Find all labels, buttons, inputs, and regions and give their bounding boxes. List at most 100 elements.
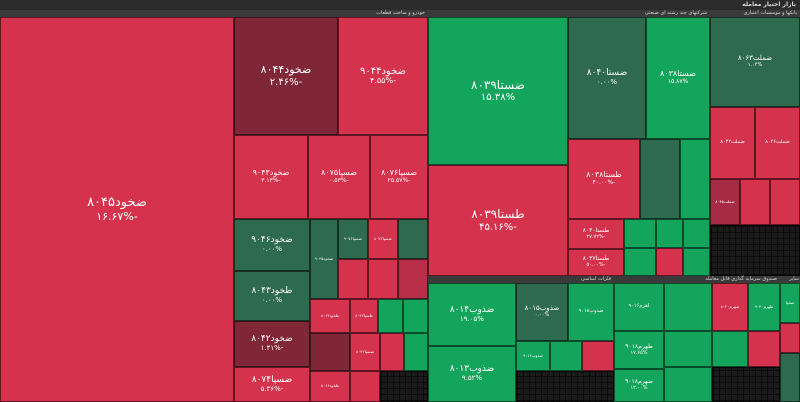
tile-percent: ۱۵.۸۷% <box>667 78 689 86</box>
tile-cluster[interactable] <box>516 371 614 402</box>
tile-name: طستا۸۰۳۷ <box>582 255 610 263</box>
tile-small[interactable] <box>664 367 712 402</box>
tile-zkhod8045[interactable]: ضخود۸۰۴۵ -۱۶.۶۷% <box>0 17 234 402</box>
tile-small[interactable]: اهرم۹۰۱۶ <box>614 283 664 331</box>
tile-zsata8038[interactable]: ضستا۸۰۳۸ ۱۵.۸۷% <box>646 17 710 139</box>
tile-zazb8013[interactable]: ضذوب۸۰۱۳ ۹.۵۲% <box>428 346 516 402</box>
tile-small[interactable] <box>582 341 614 371</box>
tile-name: ضذوب۹۰۱۸ <box>578 308 604 315</box>
tile-small[interactable] <box>656 219 683 248</box>
tile-small[interactable] <box>624 219 656 248</box>
tile-zazb8015[interactable]: ضذوب۸۰۱۵ ۰.۰۰% <box>516 283 568 341</box>
section-header: صندوق سرمایه گذاری قابل معامله <box>614 276 780 283</box>
tile-zazb9018[interactable]: ضذوب۹۰۱۸ <box>568 283 614 341</box>
section-funds: صندوق سرمایه گذاری قابل معامله اهرم۹۰۱۶ … <box>614 276 780 402</box>
tile-small[interactable] <box>740 179 770 225</box>
tile-name: ضملت۸۰۴۲ <box>720 139 745 146</box>
tile-small[interactable]: ضسپا۸۰۴۲ <box>350 333 380 371</box>
tile-small[interactable] <box>664 331 712 367</box>
tile-small[interactable] <box>310 333 350 371</box>
tile-tkhod8043[interactable]: طخود۸۰۴۳ ۰.۰۰% <box>234 271 310 321</box>
tile-small[interactable] <box>403 299 428 333</box>
tile-zsata8039[interactable]: ضستا۸۰۳۹ ۱۵.۳۸% <box>428 17 568 165</box>
tile-small[interactable] <box>398 219 428 259</box>
tile-percent: ۱۵.۳۸% <box>480 92 516 104</box>
tile-tsata8039[interactable]: طستا۸۰۳۹ -۴۵.۱۶% <box>428 165 568 276</box>
tile-small[interactable] <box>368 259 398 299</box>
tile-small[interactable] <box>640 139 680 219</box>
tile-zahrom8020[interactable]: ضهرم۸۰۲۰ <box>712 283 748 331</box>
tile-percent: ۱.۰۴% <box>747 62 763 69</box>
section-header: شرکتهای چند رشته ای صنعتی <box>428 10 710 17</box>
tile-zmalat8045[interactable]: ضملت۸۰۴۵ <box>710 179 740 225</box>
tile-zmalat8063[interactable]: ضملت۸۰۶۳ ۱.۰۴% <box>710 17 800 107</box>
tile-cluster[interactable] <box>712 367 780 402</box>
tile-small[interactable] <box>404 333 428 371</box>
tile-zkhod9043[interactable]: ضخود۹۰۴۳ -۳.۱۳% <box>234 135 308 219</box>
tile-small[interactable] <box>350 371 380 402</box>
tile-name: ضخود۹۰۴۴ <box>359 66 407 78</box>
tile-small[interactable] <box>683 219 710 248</box>
tile-percent: -۲۵.۵۷% <box>387 177 411 185</box>
section-title: بانکها و موسسات اعتباری <box>743 10 797 16</box>
tile-small[interactable] <box>780 323 800 353</box>
tile-small[interactable] <box>680 139 710 219</box>
tile-zsata8040[interactable]: ضستا۸۰۴۰ ۰.۰۰% <box>568 17 646 139</box>
tile-tsata8038[interactable]: طستا۸۰۳۸ -۴۰.۰۰% <box>568 139 640 219</box>
tile-zsapa8074[interactable]: ضسپا۸۰۷۴ -۵.۳۶% <box>234 367 310 402</box>
tile-small[interactable]: طخود۸۰۶۴ <box>310 299 350 333</box>
tile-small[interactable] <box>656 248 683 276</box>
tile-zkhod9044[interactable]: ضخود۹۰۴۴ -۴.۵۵% <box>338 17 428 135</box>
tile-zkhod8044[interactable]: ضخود۸۰۴۴ -۲.۴۶% <box>234 17 338 135</box>
tile-zsapa8075[interactable]: ضسپا۸۰۷۵ -۰.۵۳% <box>308 135 370 219</box>
tile-cluster[interactable] <box>380 371 428 402</box>
tile-small[interactable] <box>550 341 582 371</box>
tile-tahrom9020[interactable]: طهرم۹۰۲۰ <box>748 283 780 331</box>
tile-other[interactable]: ضخپا <box>780 283 800 323</box>
tile-tsata8040[interactable]: طستا۸۰۴۰ -۲۷.۷۲% <box>568 219 624 249</box>
tile-zkhod8042[interactable]: ضخود۸۰۴۲ -۱.۴۱% <box>234 321 310 367</box>
header-bar: بازار اختیار معامله <box>0 0 800 10</box>
tile-zmalat8042[interactable]: ضملت۸۰۴۲ <box>710 107 755 179</box>
tile-small[interactable] <box>712 331 748 367</box>
tile-percent: -۱۶.۶۷% <box>96 209 138 223</box>
tile-small[interactable]: ضسپا۹۰۷۶ <box>338 219 368 259</box>
tile-percent: -۱.۴۱% <box>260 344 284 353</box>
tile-name: طخود۸۰۶۶ <box>320 383 340 389</box>
tile-name: ضذوب۸۰۱۳ <box>449 364 495 375</box>
tile-small[interactable] <box>664 283 712 331</box>
tile-name: اهرم۹۰۱۶ <box>628 303 650 310</box>
tile-name: ضسپا۸۰۷۲ <box>374 235 392 241</box>
section-banks: بانکها و موسسات اعتباری ضملت۸۰۶۳ ۱.۰۴% ضم… <box>710 10 800 276</box>
tile-small[interactable] <box>770 179 800 225</box>
tile-name: ضخود۸۰۴۵ <box>87 195 147 211</box>
tile-tahrom9018[interactable]: طهرم۹۰۱۸ ۱۷.۶۵% <box>614 331 664 369</box>
tile-zmalat8046[interactable]: ضملت۸۰۴۶ <box>755 107 800 179</box>
tile-small[interactable] <box>378 299 403 333</box>
tile-tsata8037[interactable]: طستا۸۰۳۷ -۵۰.۰۰% <box>568 249 624 276</box>
tile-zazb8014[interactable]: ضذوب۸۰۱۴ ۱۹.۰۵% <box>428 283 516 346</box>
tile-zkhod9046[interactable]: ضخود۹۰۴۶ ۰.۰۰% <box>234 219 310 271</box>
tile-small[interactable] <box>683 248 710 276</box>
tile-percent: ۰.۰۰% <box>534 312 550 319</box>
tile-percent: -۳.۱۳% <box>261 177 281 185</box>
tile-zsapa8076[interactable]: ضسپا۸۰۷۶ -۲۵.۵۷% <box>370 135 428 219</box>
tile-small[interactable] <box>748 331 780 367</box>
tile-small[interactable]: ضسپا۸۰۷۲ <box>368 219 398 259</box>
tile-percent: -۴۰.۰۰% <box>592 179 616 187</box>
tile-small[interactable] <box>380 333 404 371</box>
tile-name: طستا۸۰۳۹ <box>471 207 525 222</box>
tile-small[interactable] <box>780 353 800 402</box>
tile-small[interactable]: طسپا۸۰۴۲ <box>350 299 378 333</box>
tile-small[interactable]: ضخود۹۰۴۵ <box>310 219 338 299</box>
tile-cluster[interactable] <box>710 225 800 276</box>
tile-zazb9016[interactable]: ضذوب۹۰۱۶ <box>516 341 550 371</box>
tile-small[interactable] <box>624 248 656 276</box>
tile-percent: ۱۹.۰۵% <box>460 314 484 323</box>
tile-small[interactable]: طخود۸۰۶۶ <box>310 371 350 402</box>
tile-small[interactable] <box>398 259 428 299</box>
tile-zahrom9018[interactable]: ضهرم۹۰۱۸ ۱۲.۰۰% <box>614 369 664 402</box>
tile-name: ضستا۸۰۳۸ <box>660 69 696 79</box>
tile-small[interactable] <box>338 259 368 299</box>
tile-name: طخود۸۰۶۴ <box>320 312 340 318</box>
